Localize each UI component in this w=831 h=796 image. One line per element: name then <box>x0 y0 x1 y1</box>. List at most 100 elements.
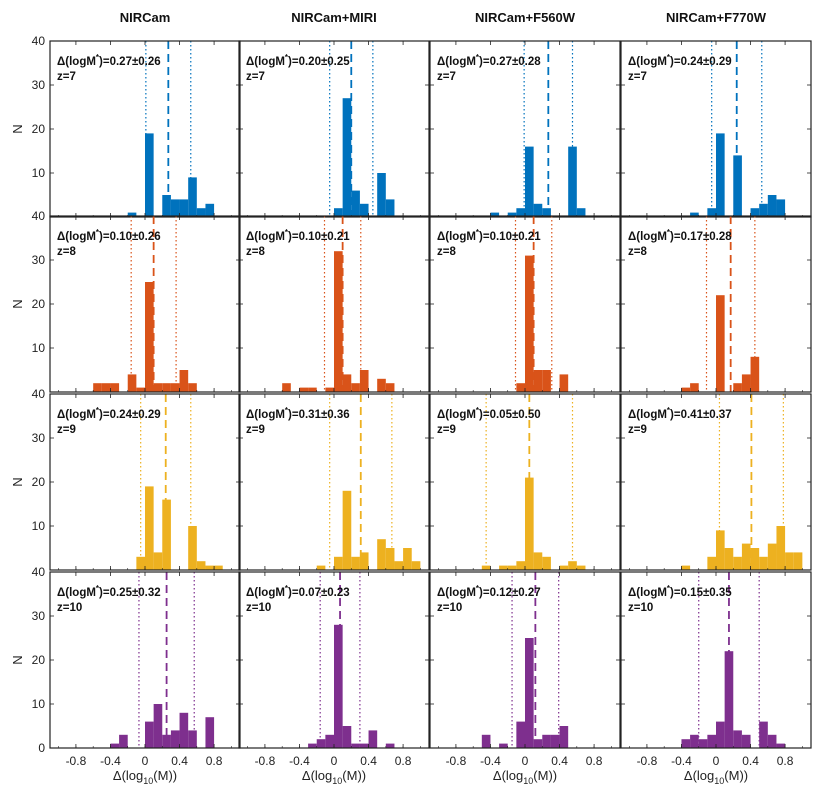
column-title-nircam: NIRCam <box>120 10 171 25</box>
panel-stat-label: Δ(logM*)=0.27±0.28 <box>437 53 541 68</box>
histogram-bar <box>533 370 543 392</box>
histogram-bar <box>750 548 760 570</box>
histogram-bar <box>576 208 586 217</box>
x-tick-label: -0.4 <box>480 754 501 768</box>
histogram-bar <box>716 721 725 748</box>
panel-redshift-label: z=9 <box>628 424 647 436</box>
panel-r1-c3: Δ(logM*)=0.27±0.28 z=7 <box>429 40 621 218</box>
histogram-bar <box>716 133 725 217</box>
histogram-bar <box>533 552 543 570</box>
panel-redshift-label: z=10 <box>628 602 653 614</box>
histogram-bar <box>785 552 794 570</box>
histogram-bar <box>716 530 725 570</box>
y-tick-label: 30 <box>32 253 46 267</box>
panel-redshift-label: z=9 <box>437 424 456 436</box>
panel-stat-label: Δ(logM*)=0.07±0.23 <box>246 584 350 599</box>
histogram-bar <box>733 730 742 748</box>
histogram-bar <box>750 356 760 392</box>
y-axis-label: N <box>10 477 25 486</box>
histogram-bar <box>576 565 586 570</box>
panel-frame <box>429 215 621 393</box>
histogram-bar <box>162 499 171 570</box>
histogram-bar <box>179 199 189 217</box>
histogram-bar <box>299 387 309 392</box>
histogram-bar <box>359 370 369 392</box>
histogram-bar <box>359 743 369 748</box>
histogram-bar <box>490 212 500 217</box>
y-tick-label: 10 <box>32 341 46 355</box>
histogram-bar <box>533 203 543 217</box>
x-tick-label: -0.8 <box>446 754 467 768</box>
histogram-bar <box>759 203 768 217</box>
panel-redshift-label: z=7 <box>628 71 647 83</box>
panel-frame <box>620 571 812 749</box>
y-axis-label: N <box>10 124 25 133</box>
panel-r2-c4: Δ(logM*)=0.17±0.28 z=8 <box>620 215 812 393</box>
histogram-bar <box>385 199 395 217</box>
histogram-bar <box>351 556 360 570</box>
y-tick-label: 10 <box>32 697 46 711</box>
histogram-bar <box>110 743 120 748</box>
histogram-bar <box>214 565 223 570</box>
histogram-bar <box>334 251 343 392</box>
histogram-bar <box>188 383 197 392</box>
panel-stat-label: Δ(logM*)=0.25±0.32 <box>57 584 161 599</box>
y-tick-label: 30 <box>32 609 46 623</box>
x-tick-label: -0.8 <box>66 754 87 768</box>
histogram-bar <box>681 387 691 392</box>
histogram-bar <box>179 712 189 748</box>
x-tick-label: 0 <box>713 754 720 768</box>
panel-frame <box>429 393 621 571</box>
histogram-bar <box>533 739 543 748</box>
panel-redshift-label: z=10 <box>437 602 462 614</box>
panel-stat-label: Δ(logM*)=0.12±0.27 <box>437 584 541 599</box>
panel-r2-c2: Δ(logM*)=0.10±0.21 z=8 <box>238 215 430 393</box>
histogram-bar <box>351 383 360 392</box>
histogram-bar <box>499 565 508 570</box>
histogram-bar <box>377 173 386 217</box>
y-tick-label: 10 <box>32 166 46 180</box>
x-tick-label: 0.8 <box>586 754 603 768</box>
x-tick-label: 0.4 <box>551 754 568 768</box>
histogram-bar <box>170 199 180 217</box>
histogram-bar <box>334 624 343 748</box>
panel-redshift-label: z=9 <box>246 424 265 436</box>
histogram-bar <box>741 543 751 570</box>
column-title-nircam-f560w: NIRCam+F560W <box>475 10 576 25</box>
histogram-bar <box>170 730 180 748</box>
histogram-bar <box>145 486 154 570</box>
histogram-bar <box>325 387 334 392</box>
y-tick-label: 40 <box>32 34 46 48</box>
histogram-bar <box>359 552 369 570</box>
histogram-bar <box>316 739 326 748</box>
y-axis-label: N <box>10 299 25 308</box>
panel-stat-label: Δ(logM*)=0.17±0.28 <box>628 228 732 243</box>
histogram-bar <box>385 743 395 748</box>
histogram-bar <box>385 383 395 392</box>
histogram-bar <box>282 383 291 392</box>
histogram-bar <box>205 565 215 570</box>
panel-r1-c2: Δ(logM*)=0.20±0.25 z=7 <box>238 40 430 218</box>
histogram-bar <box>724 651 734 748</box>
y-tick-label: 20 <box>32 653 46 667</box>
y-tick-label: 20 <box>32 297 46 311</box>
histogram-bar <box>525 146 534 217</box>
histogram-bar <box>162 383 171 392</box>
x-axis-label: Δ(log10(M)) <box>302 768 366 786</box>
histogram-bar <box>767 734 777 748</box>
panel-frame <box>238 215 430 393</box>
histogram-bar <box>342 374 352 392</box>
histogram-bar <box>776 743 786 748</box>
panel-r4-c3: Δ(logM*)=0.12±0.27 z=10 -0.8 -0.4 0 0.4 0.8 <box>429 571 621 768</box>
histogram-bar <box>516 721 525 748</box>
panel-redshift-label: z=10 <box>246 602 271 614</box>
histogram-bar <box>110 383 120 392</box>
histogram-bar <box>342 726 352 748</box>
histogram-bar <box>542 370 551 392</box>
x-axis-label: Δ(log10(M)) <box>684 768 748 786</box>
x-tick-label: 0 <box>142 754 149 768</box>
histogram-bar <box>308 743 317 748</box>
panel-r2-c1: Δ(logM*)=0.10±0.26 z=8 10 20 30 40 N <box>10 209 241 393</box>
panel-redshift-label: z=9 <box>57 424 76 436</box>
panel-redshift-label: z=8 <box>437 246 456 258</box>
